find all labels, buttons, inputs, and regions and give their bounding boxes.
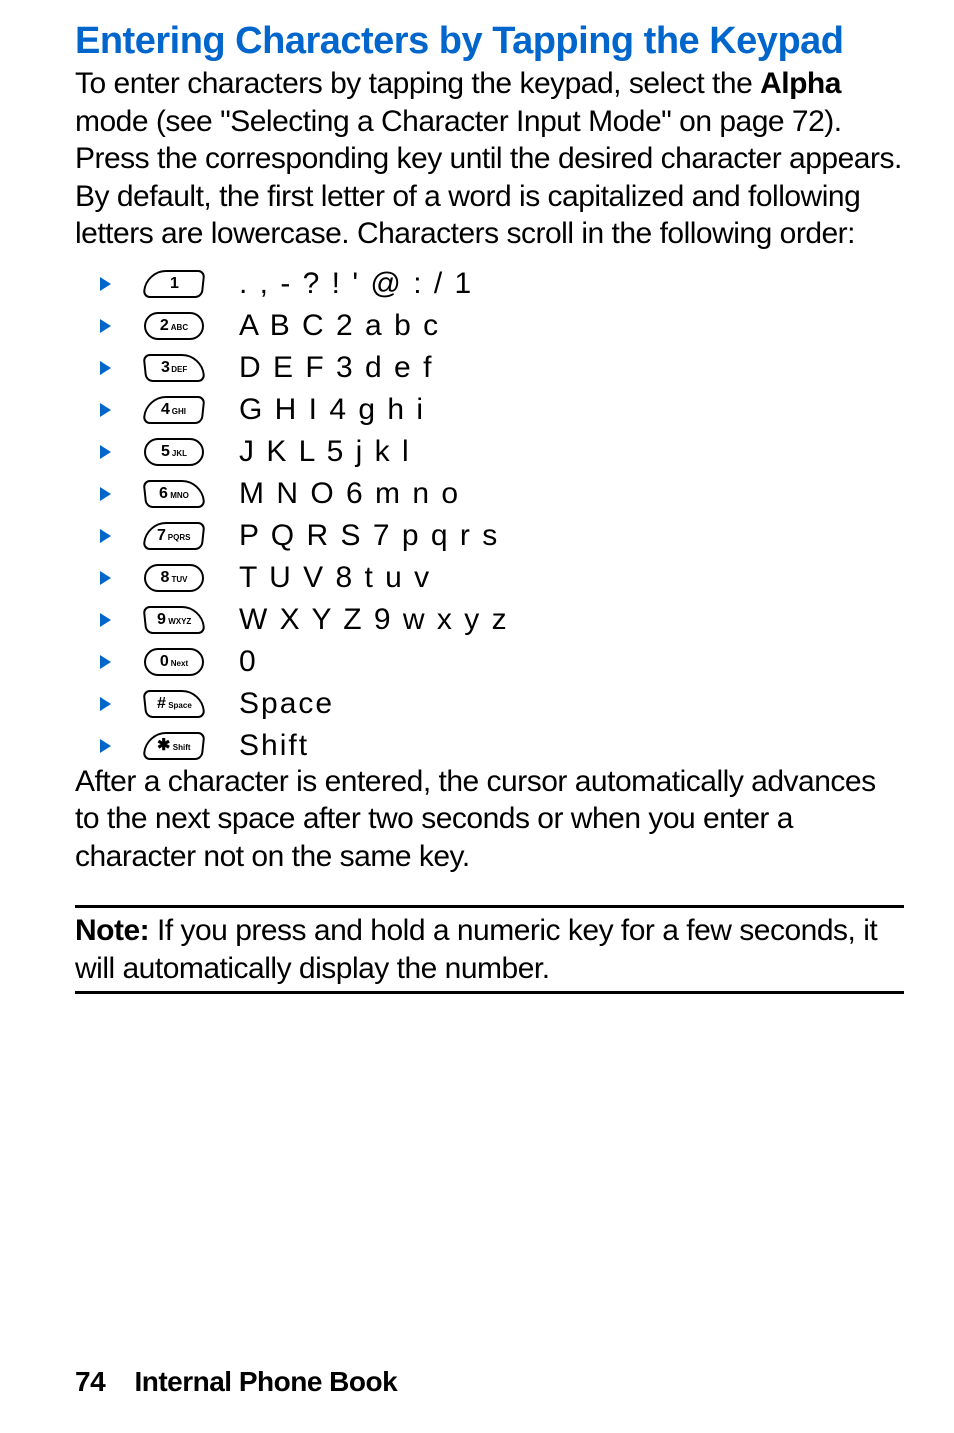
key-row: 6MNO M N O 6 m n o: [100, 473, 904, 515]
key-characters: Space: [239, 687, 334, 721]
keypad-key-icon: 4GHI: [143, 396, 206, 424]
bullet-triangle-icon: [100, 319, 111, 333]
key-sub-label: Space: [168, 694, 192, 718]
note-rule-bottom: [75, 991, 904, 994]
key-row: 7PQRS P Q R S 7 p q r s: [100, 515, 904, 557]
keypad-key-icon: 9WXYZ: [143, 606, 206, 634]
bullet-triangle-icon: [100, 613, 111, 627]
keypad-key-icon: 7PQRS: [143, 522, 206, 550]
key-slot: 2ABC: [129, 312, 219, 340]
key-characters: P Q R S 7 p q r s: [239, 519, 499, 553]
key-slot: 8TUV: [129, 564, 219, 592]
keypad-key-icon: 3DEF: [143, 354, 206, 382]
footer-title: Internal Phone Book: [134, 1366, 397, 1397]
key-main-label: 0: [160, 650, 169, 674]
key-characters: M N O 6 m n o: [239, 477, 460, 511]
note-paragraph: Note: If you press and hold a numeric ke…: [75, 912, 904, 987]
key-characters: 0: [239, 645, 258, 679]
key-sub-label: ABC: [171, 316, 188, 340]
key-row: 3DEF D E F 3 d e f: [100, 347, 904, 389]
page: Entering Characters by Tapping the Keypa…: [0, 0, 954, 1433]
key-characters: G H I 4 g h i: [239, 393, 425, 427]
section-heading: Entering Characters by Tapping the Keypa…: [75, 20, 904, 63]
key-slot: 6MNO: [129, 480, 219, 508]
keypad-key-icon: 0Next: [144, 648, 204, 676]
key-row: 5JKL J K L 5 j k l: [100, 431, 904, 473]
key-characters: T U V 8 t u v: [239, 561, 431, 595]
intro-part-1: To enter characters by tapping the keypa…: [75, 67, 760, 100]
key-sub-label: PQRS: [168, 526, 191, 550]
bullet-triangle-icon: [100, 571, 111, 585]
key-characters: J K L 5 j k l: [239, 435, 411, 469]
key-characters: W X Y Z 9 w x y z: [239, 603, 509, 637]
key-row: 4GHI G H I 4 g h i: [100, 389, 904, 431]
key-main-label: 5: [161, 440, 170, 464]
key-row: 2ABC A B C 2 a b c: [100, 305, 904, 347]
keypad-key-icon: 2ABC: [144, 312, 204, 340]
keypad-key-icon: ✱Shift: [143, 732, 206, 760]
bullet-triangle-icon: [100, 739, 111, 753]
key-slot: 9WXYZ: [129, 606, 219, 634]
key-slot: 3DEF: [129, 354, 219, 382]
key-main-label: #: [157, 692, 166, 716]
footer-page-number: 74: [75, 1366, 105, 1397]
key-row: 9WXYZ W X Y Z 9 w x y z: [100, 599, 904, 641]
bullet-triangle-icon: [100, 277, 111, 291]
keypad-key-icon: #Space: [143, 690, 206, 718]
bullet-triangle-icon: [100, 529, 111, 543]
key-sub-label: DEF: [172, 358, 188, 382]
bullet-triangle-icon: [100, 445, 111, 459]
key-sub-label: GHI: [172, 400, 186, 424]
key-row: ✱ShiftShift: [100, 725, 904, 767]
key-main-label: 3: [161, 356, 170, 380]
key-characters: Shift: [239, 729, 309, 763]
key-slot: 4GHI: [129, 396, 219, 424]
key-main-label: 8: [161, 566, 170, 590]
key-characters: A B C 2 a b c: [239, 309, 440, 343]
keypad-key-icon: 1: [143, 270, 206, 298]
key-slot: #Space: [129, 690, 219, 718]
key-main-label: 4: [161, 398, 170, 422]
key-main-label: ✱: [157, 734, 170, 758]
key-sub-label: MNO: [170, 484, 189, 508]
bullet-triangle-icon: [100, 403, 111, 417]
key-row: 0Next0: [100, 641, 904, 683]
intro-part-2: mode (see "Selecting a Character Input M…: [75, 105, 902, 251]
intro-paragraph: To enter characters by tapping the keypa…: [75, 65, 904, 253]
key-sub-label: JKL: [172, 442, 187, 466]
key-slot: 0Next: [129, 648, 219, 676]
key-main-label: 7: [157, 524, 166, 548]
note-text: If you press and hold a numeric key for …: [75, 914, 877, 985]
bullet-triangle-icon: [100, 487, 111, 501]
key-characters: D E F 3 d e f: [239, 351, 433, 385]
key-slot: 1: [129, 270, 219, 298]
alpha-word: Alpha: [760, 67, 841, 100]
key-sub-label: WXYZ: [168, 610, 191, 634]
key-sub-label: Shift: [173, 736, 191, 760]
keypad-key-icon: 8TUV: [144, 564, 204, 592]
key-list: 1 . , - ? ! ' @ : / 1 2ABC A B C 2 a b c 3DE…: [100, 263, 904, 767]
keypad-key-icon: 5JKL: [144, 438, 204, 466]
after-paragraph: After a character is entered, the cursor…: [75, 763, 904, 876]
key-main-label: 2: [160, 314, 169, 338]
key-slot: ✱Shift: [129, 732, 219, 760]
bullet-triangle-icon: [100, 697, 111, 711]
key-row: 1 . , - ? ! ' @ : / 1: [100, 263, 904, 305]
key-slot: 5JKL: [129, 438, 219, 466]
bullet-triangle-icon: [100, 361, 111, 375]
key-sub-label: Next: [171, 652, 188, 676]
key-main-label: 6: [159, 482, 168, 506]
key-slot: 7PQRS: [129, 522, 219, 550]
page-footer: 74 Internal Phone Book: [75, 1366, 397, 1398]
note-rule-top: [75, 905, 904, 908]
key-main-label: 9: [157, 608, 166, 632]
note-label: Note:: [75, 914, 149, 947]
key-sub-label: TUV: [171, 568, 187, 592]
key-row: #SpaceSpace: [100, 683, 904, 725]
keypad-key-icon: 6MNO: [143, 480, 206, 508]
bullet-triangle-icon: [100, 655, 111, 669]
key-row: 8TUV T U V 8 t u v: [100, 557, 904, 599]
key-main-label: 1: [170, 272, 179, 296]
key-characters: . , - ? ! ' @ : / 1: [239, 267, 473, 301]
